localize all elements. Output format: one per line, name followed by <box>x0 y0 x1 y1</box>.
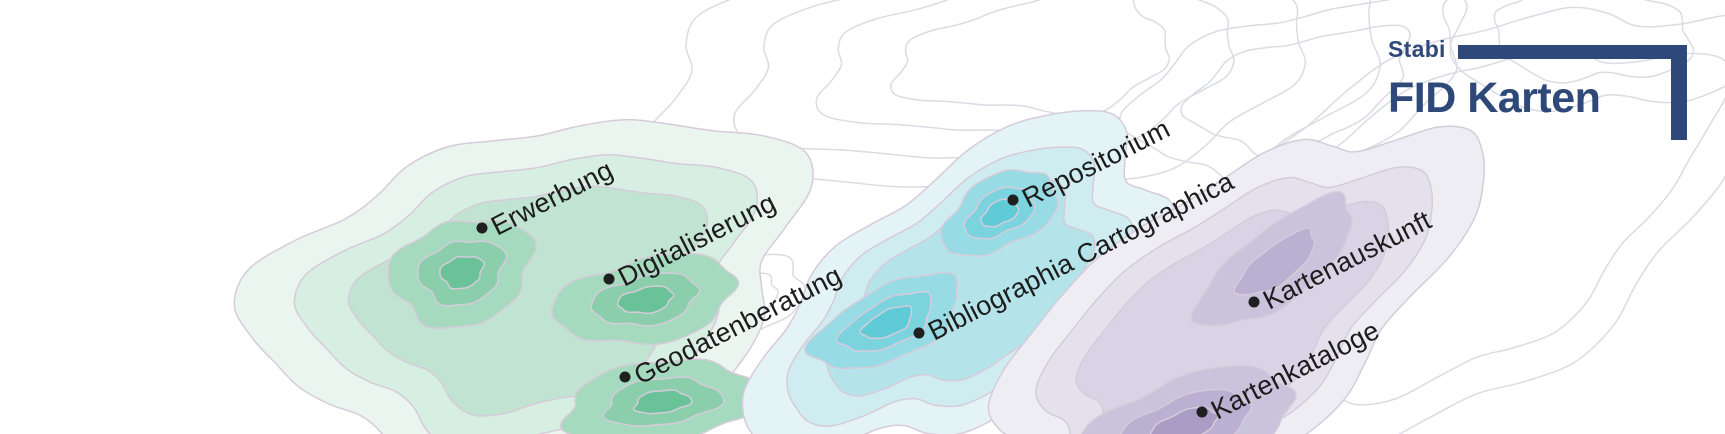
map-marker-dot <box>1248 296 1260 308</box>
island-peak-contour-services-teal <box>980 198 1020 228</box>
background-contour-line <box>1119 0 1468 197</box>
background-contour-line <box>1493 0 1695 84</box>
island-peak-contour-services-green <box>439 255 486 290</box>
map-marker-dot <box>603 273 615 285</box>
map-marker-dot <box>913 327 925 339</box>
stabi-fid-karten-logo[interactable]: Stabi FID Karten <box>1388 36 1700 140</box>
map-label-text: Digitalisierung <box>613 187 781 293</box>
island-peak-contour-services-green <box>616 285 675 315</box>
logo-bracket-shape <box>1458 45 1687 140</box>
map-label-text: Geodatenberatung <box>629 259 847 391</box>
island-peak-contour-services-teal <box>859 305 913 340</box>
map-label-text: Kartenkataloge <box>1206 314 1385 426</box>
map-marker-dot <box>476 222 488 234</box>
map-label-text: Bibliographia Cartographica <box>923 165 1239 347</box>
map-label-text: Erwerbung <box>486 154 618 242</box>
background-contour-line <box>815 0 1235 147</box>
map-marker-dot <box>1196 406 1208 418</box>
island-peak-contour-services-purple <box>1233 227 1316 296</box>
logo-title-text: FID Karten <box>1388 74 1601 122</box>
background-contour-line <box>1442 0 1725 113</box>
map-marker-dot <box>1007 194 1019 206</box>
map-label-text: Repositorium <box>1017 113 1175 214</box>
logo-brand-text: Stabi <box>1388 36 1446 62</box>
island-peak-contour-services-green <box>632 389 693 415</box>
background-contour-line <box>733 0 1307 181</box>
map-label-text: Kartenauskunft <box>1258 204 1437 316</box>
background-contour-line <box>890 0 1170 117</box>
map-marker-dot <box>619 371 631 383</box>
background-contour-line <box>1180 24 1411 161</box>
